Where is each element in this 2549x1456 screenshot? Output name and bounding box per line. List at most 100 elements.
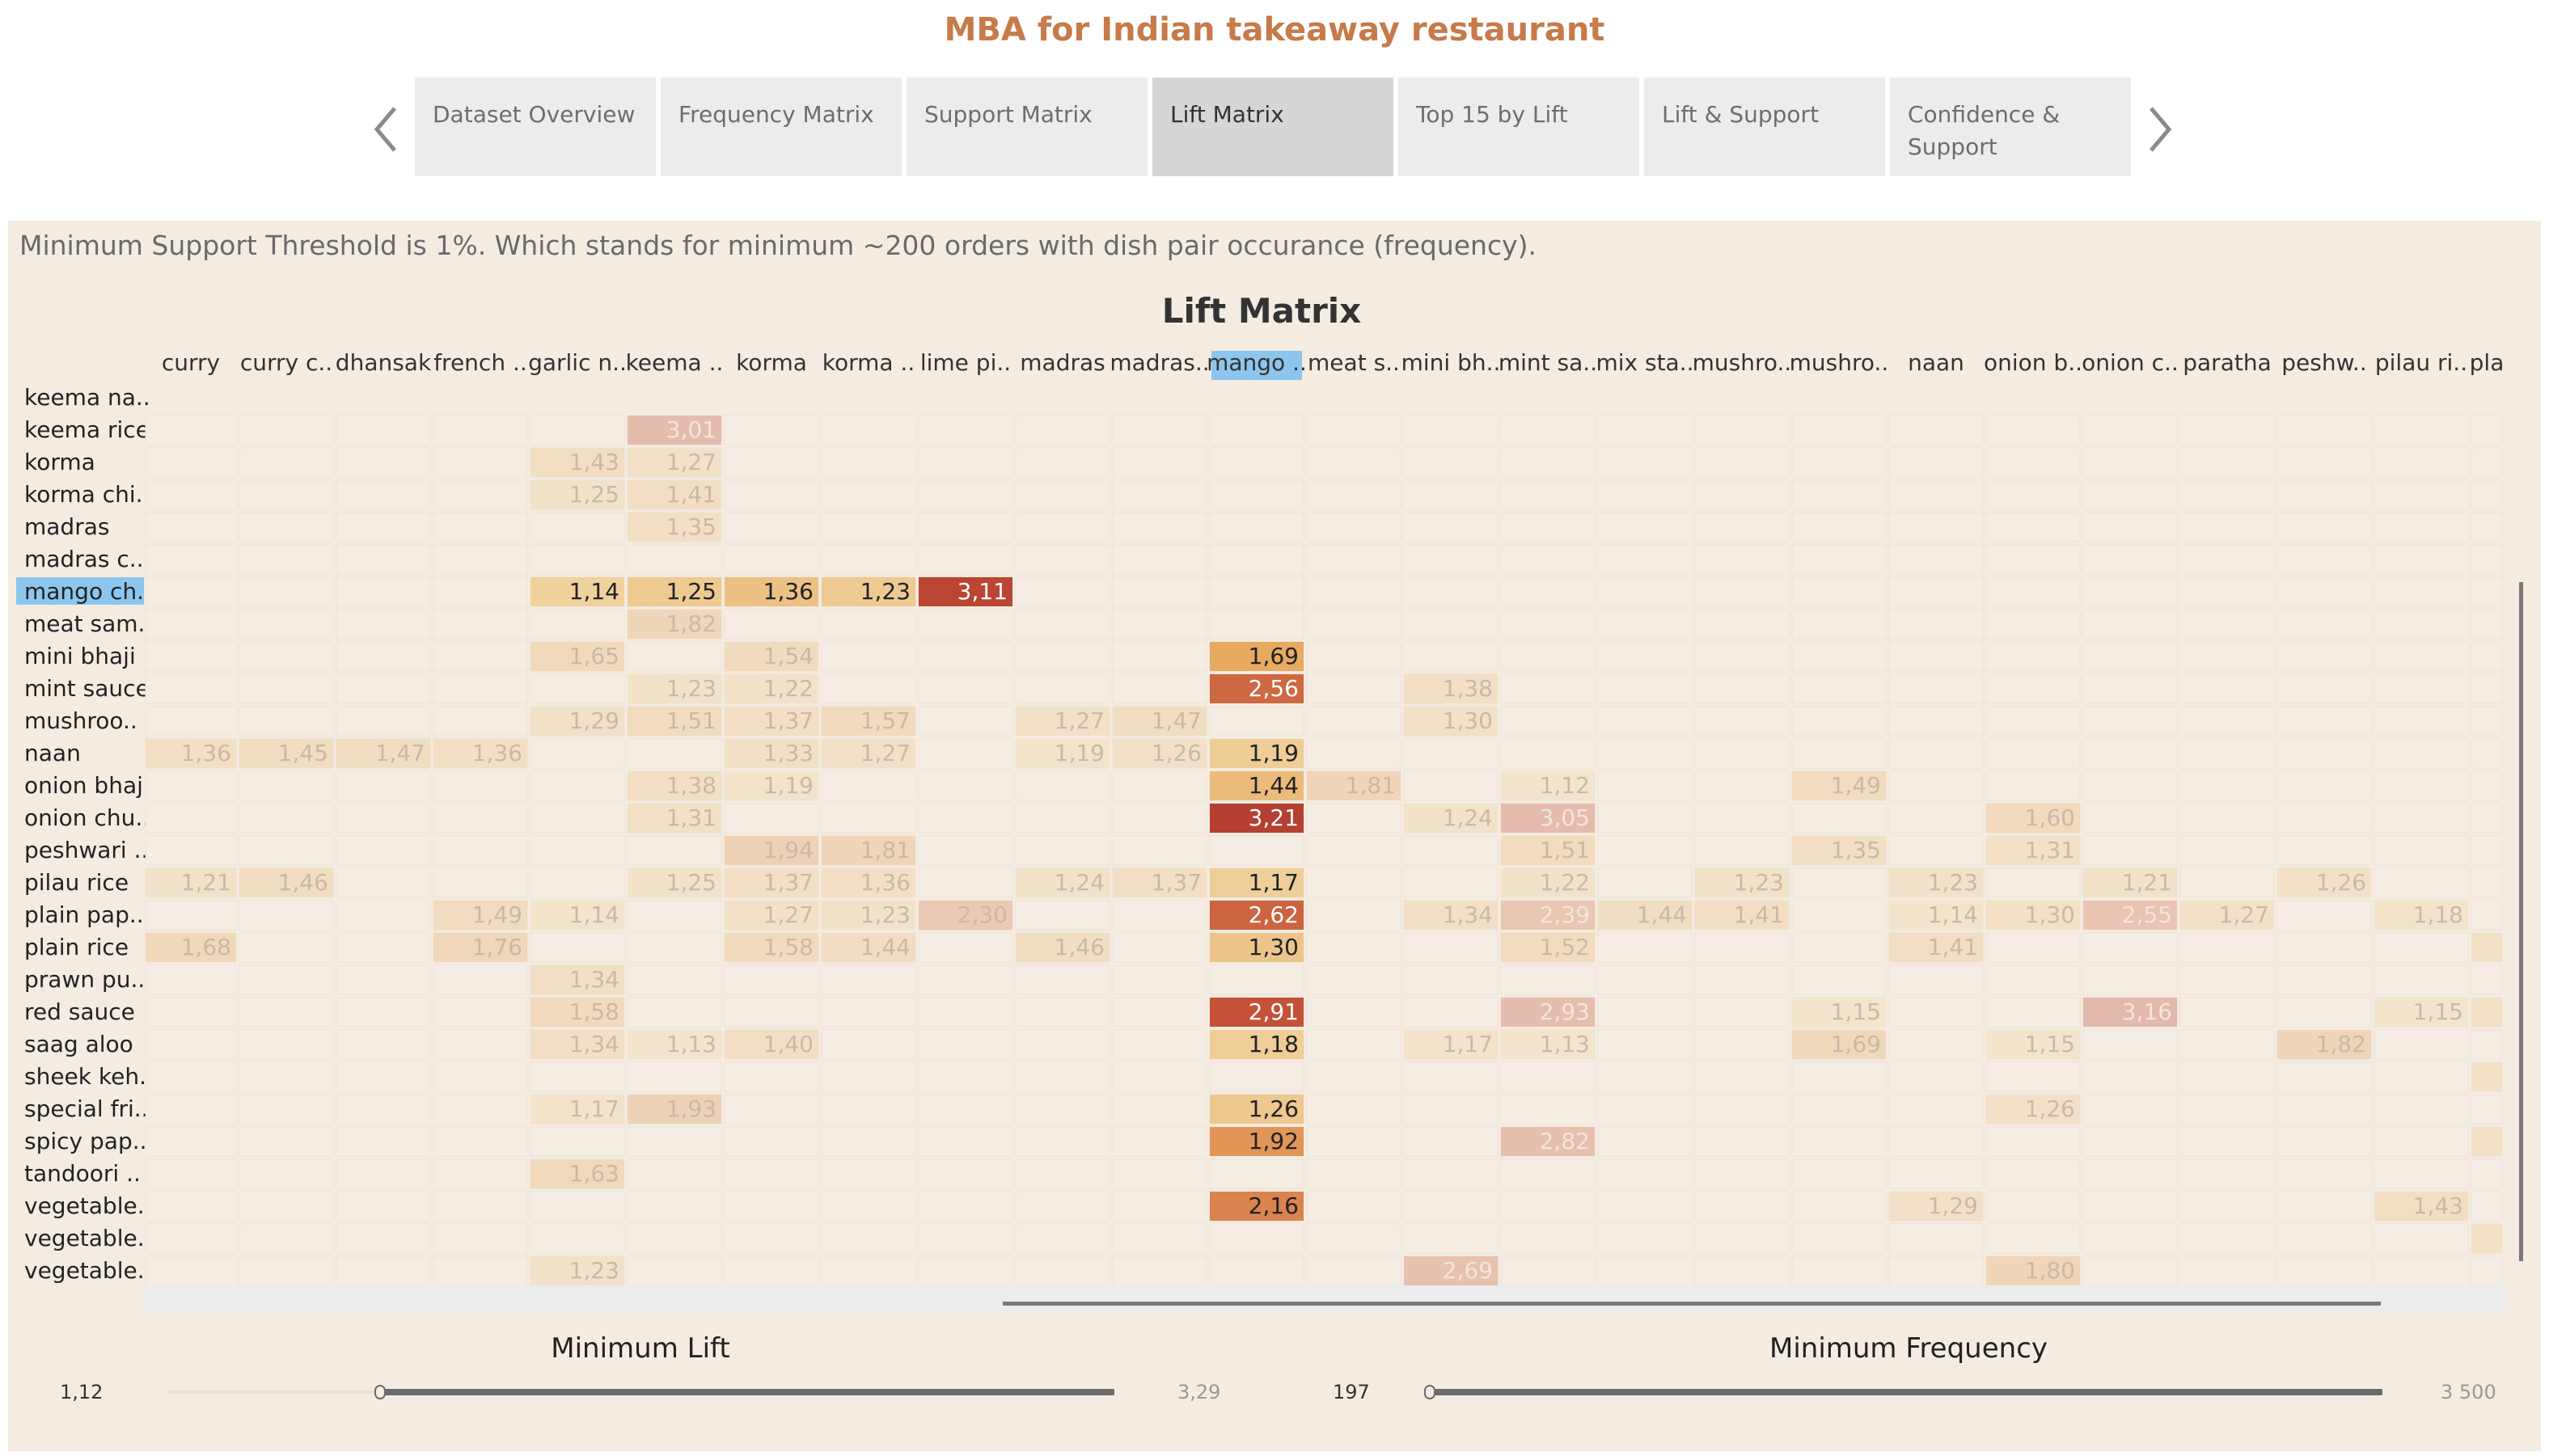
- heatmap-cell[interactable]: [628, 610, 721, 639]
- heatmap-cell[interactable]: [1210, 1127, 1304, 1156]
- heatmap-cell[interactable]: [1501, 1030, 1595, 1059]
- heatmap-cell[interactable]: [1792, 771, 1886, 800]
- column-header[interactable]: mushro..: [1693, 349, 1792, 376]
- heatmap-cell[interactable]: [1792, 836, 1886, 865]
- row-label[interactable]: pilau rice: [24, 869, 129, 896]
- heatmap-cell[interactable]: [1113, 739, 1207, 768]
- heatmap-cell[interactable]: [1307, 771, 1401, 800]
- column-header[interactable]: mini bh..: [1401, 349, 1501, 376]
- heatmap-cell[interactable]: [628, 707, 721, 736]
- heatmap-cell[interactable]: [725, 933, 818, 962]
- tab-support-matrix[interactable]: Support Matrix: [907, 78, 1148, 176]
- heatmap-cell[interactable]: [239, 868, 333, 897]
- column-header[interactable]: korma ..: [822, 349, 915, 376]
- column-header[interactable]: pilau ri..: [2375, 349, 2467, 376]
- heatmap-cell[interactable]: [2471, 1062, 2502, 1091]
- heatmap-cell[interactable]: [628, 804, 721, 833]
- column-header[interactable]: keema ..: [626, 349, 724, 376]
- heatmap-cell[interactable]: [822, 901, 915, 930]
- column-header[interactable]: madras: [1020, 349, 1105, 376]
- heatmap-cell[interactable]: [628, 513, 721, 542]
- heatmap-cell[interactable]: [1695, 868, 1789, 897]
- heatmap-cell[interactable]: [822, 707, 915, 736]
- heatmap-cell[interactable]: [433, 933, 527, 962]
- heatmap-cell[interactable]: [2374, 998, 2468, 1027]
- heatmap-cell[interactable]: [725, 739, 818, 768]
- tab-lift-matrix[interactable]: Lift Matrix: [1152, 78, 1393, 176]
- row-label[interactable]: meat sam..: [24, 610, 152, 637]
- heatmap-cell[interactable]: [725, 901, 818, 930]
- heatmap-cell[interactable]: [725, 836, 818, 865]
- column-header[interactable]: onion c..: [2082, 349, 2179, 376]
- heatmap-cell[interactable]: [1986, 1256, 2080, 1285]
- column-header[interactable]: mushro..: [1790, 349, 1889, 376]
- column-header[interactable]: madras..: [1110, 349, 1209, 376]
- heatmap-cell[interactable]: [1404, 901, 1498, 930]
- tab-lift-support[interactable]: Lift & Support: [1644, 78, 1885, 176]
- heatmap-cell[interactable]: [2471, 1224, 2502, 1253]
- heatmap-cell[interactable]: [1501, 998, 1595, 1027]
- column-header[interactable]: mint sa..: [1499, 349, 1597, 376]
- heatmap-cell[interactable]: [1986, 836, 2080, 865]
- row-label[interactable]: vegetable..: [24, 1192, 152, 1219]
- row-label[interactable]: peshwari ..: [24, 837, 148, 863]
- row-label[interactable]: sheek keh..: [24, 1063, 154, 1090]
- min-frequency-slider-handle[interactable]: [1424, 1385, 1435, 1399]
- heatmap-cell[interactable]: [531, 1256, 624, 1285]
- heatmap-cell[interactable]: [1598, 901, 1692, 930]
- heatmap-cell[interactable]: [822, 836, 915, 865]
- heatmap-cell[interactable]: [2277, 1030, 2371, 1059]
- heatmap-cell[interactable]: [1210, 739, 1304, 768]
- heatmap-cell[interactable]: [919, 577, 1012, 606]
- heatmap-cell[interactable]: [1016, 707, 1110, 736]
- heatmap-cell[interactable]: [725, 642, 818, 671]
- heatmap-cell[interactable]: [628, 416, 721, 445]
- heatmap-cell[interactable]: [1016, 868, 1110, 897]
- heatmap-cell[interactable]: [725, 707, 818, 736]
- heatmap-cell[interactable]: [531, 1030, 624, 1059]
- heatmap-cell[interactable]: [628, 771, 721, 800]
- column-header[interactable]: peshw..: [2281, 349, 2366, 376]
- heatmap-cell[interactable]: [822, 739, 915, 768]
- row-label[interactable]: spicy pap..: [24, 1128, 147, 1154]
- row-label[interactable]: korma chi..: [24, 481, 150, 508]
- heatmap-cell[interactable]: [1016, 933, 1110, 962]
- heatmap-cell[interactable]: [1404, 1256, 1498, 1285]
- row-label[interactable]: plain rice: [24, 934, 129, 960]
- heatmap-cell[interactable]: [1210, 1030, 1304, 1059]
- heatmap-cell[interactable]: [628, 448, 721, 477]
- heatmap-cell[interactable]: [1986, 1030, 2080, 1059]
- heatmap-cell[interactable]: [628, 480, 721, 509]
- heatmap-cell[interactable]: [433, 739, 527, 768]
- column-header[interactable]: meat s..: [1308, 349, 1400, 376]
- heatmap-cell[interactable]: [1501, 804, 1595, 833]
- prev-tab-arrow[interactable]: [362, 99, 411, 160]
- row-label[interactable]: special fri..: [24, 1095, 149, 1122]
- tab-top-15-by-lift[interactable]: Top 15 by Lift: [1398, 78, 1639, 176]
- tab-dataset-overview[interactable]: Dataset Overview: [415, 78, 656, 176]
- row-label[interactable]: mango ch..: [24, 578, 151, 605]
- row-label[interactable]: vegetable..: [24, 1257, 152, 1284]
- heatmap-cell[interactable]: [2374, 1192, 2468, 1221]
- heatmap-cell[interactable]: [531, 577, 624, 606]
- heatmap-cell[interactable]: [433, 901, 527, 930]
- row-label[interactable]: mushroo..: [24, 707, 137, 734]
- heatmap-cell[interactable]: [146, 868, 236, 897]
- row-label[interactable]: madras c..: [24, 546, 144, 572]
- heatmap-cell[interactable]: [1889, 1192, 1983, 1221]
- heatmap-cell[interactable]: [628, 868, 721, 897]
- vertical-scrollbar-thumb[interactable]: [2519, 582, 2523, 1261]
- row-label[interactable]: saag aloo: [24, 1031, 133, 1057]
- row-label[interactable]: prawn pu..: [24, 966, 145, 993]
- heatmap-cell[interactable]: [1986, 901, 2080, 930]
- column-header[interactable]: pla: [2470, 349, 2505, 376]
- column-header[interactable]: french ..: [433, 349, 527, 376]
- row-label[interactable]: vegetable..: [24, 1225, 152, 1251]
- heatmap-cell[interactable]: [531, 448, 624, 477]
- min-lift-slider-handle[interactable]: [374, 1385, 386, 1399]
- tab-frequency-matrix[interactable]: Frequency Matrix: [661, 78, 902, 176]
- heatmap-cell[interactable]: [531, 1159, 624, 1188]
- heatmap-cell[interactable]: [1889, 868, 1983, 897]
- heatmap-cell[interactable]: [628, 674, 721, 703]
- heatmap-cell[interactable]: [146, 739, 236, 768]
